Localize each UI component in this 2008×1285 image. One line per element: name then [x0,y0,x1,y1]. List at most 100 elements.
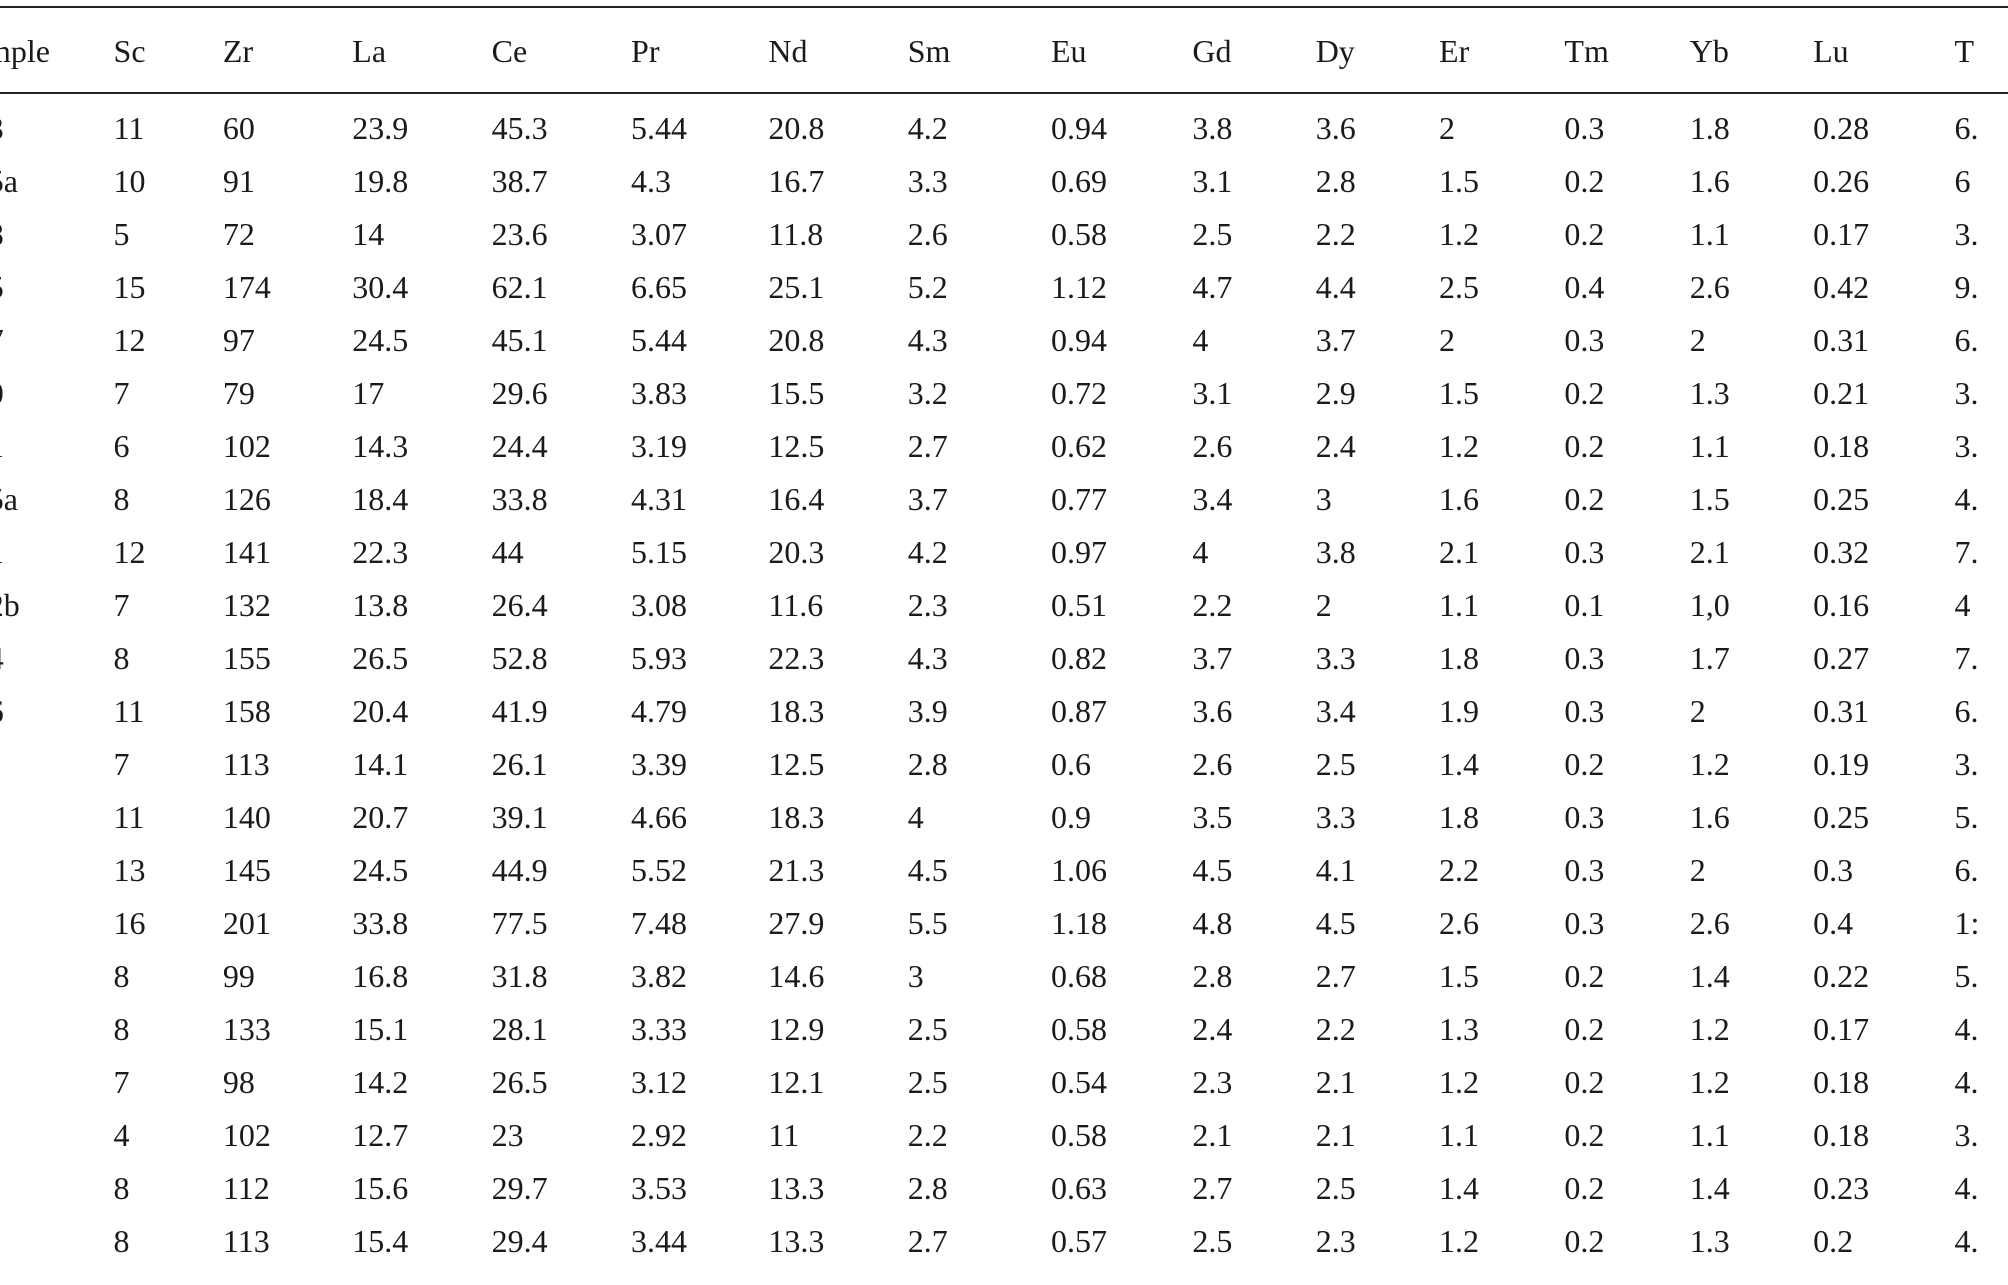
table-cell: 0.4 [1564,269,1605,305]
table-cell: 52.8 [491,640,548,676]
table-cell: 3.2 [907,375,948,411]
table-cell: 2.3 [1315,1223,1356,1259]
table-cell: 3.4 [1315,693,1356,729]
table-cell: 6.65 [631,269,688,305]
table-cell: 1.2 [1439,216,1480,252]
table-cell: 6. [1954,693,1979,729]
table-cell: 20.7 [352,799,409,835]
table-cell: 0.58 [1050,1117,1107,1153]
table-cell: 0.82 [1050,640,1107,676]
table-cell: S51 [0,420,114,473]
table-cell: 23.6 [491,216,548,252]
column-header: Eu [1050,32,1087,69]
table-cell: 0.2 [1564,216,1605,252]
table-body: S33116023.945.35.4420.84.20.943.83.620.3… [0,82,2008,1268]
table-row: 14 102 12.7 23 2.92 11 2.2 0.58 2.1 2.1 1.1 0.2 1.1 0… [0,1109,2008,1162]
table-cell: 4 [0,791,114,844]
table-cell: 2.7 [1315,958,1356,994]
table-cell: 0.3 [1564,905,1605,941]
table-cell: 0.58 [1050,216,1107,252]
table-cell: 1.8 [1689,110,1730,146]
table-cell: 17 [352,375,385,411]
table-cell: 4.7 [1192,269,1233,305]
table-cell: 0.77 [1050,481,1107,517]
column-header: Er [1439,32,1470,69]
table-cell: 14 [352,216,385,252]
table-cell: 18.3 [768,693,825,729]
table-cell: 3.6 [1192,693,1233,729]
table-cell: 0.1 [1564,587,1605,623]
table-cell: 2.92 [631,1117,688,1153]
table-cell: 0.94 [1050,110,1107,146]
table-cell: 4.79 [631,693,688,729]
table-cell: 11 [113,799,145,835]
table-cell: 0.94 [1050,322,1107,358]
table-cell: S45 [0,261,114,314]
table-cell: 2.6 [1192,746,1233,782]
table-cell: 97 [222,322,255,358]
table-cell: 2.6 [1689,905,1730,941]
table-cell: 1 [0,1109,114,1162]
table-cell: 102 [222,1117,271,1153]
table-row: S4712 97 24.5 45.1 5.44 20.8 4.3 0.94 4 3.7 2 0.3 2 0… [0,314,2008,367]
table-cell: 0.63 [1050,1170,1107,1206]
table-cell: 5. [1954,958,1979,994]
table-cell: 1.9 [1439,693,1480,729]
table-cell: 3.33 [631,1011,688,1047]
table-cell: 0.2 [1564,746,1605,782]
header-row: Sample Sc Zr La Ce Pr Nd Sm Eu Gd Dy Er Tm Yb Lu T [0,20,2008,82]
table-cell: 2 [1689,693,1706,729]
table-cell: 41.9 [491,693,548,729]
table-cell: 2 [1439,110,1456,146]
table-row: 147 98 14.2 26.5 3.12 12.1 2.5 0.54 2.3 2.1 1.2 0.2… [0,1056,2008,1109]
column-header: Nd [768,32,808,69]
table-cell: 4. [1954,1011,1979,1047]
table-cell: 79 [222,375,255,411]
table-cell: 26.4 [491,587,548,623]
table-cell: 133 [222,1011,271,1047]
table-row: S516 102 14.3 24.4 3.19 12.5 2.7 0.62 2.6 2.4 1.2 0… [0,420,2008,473]
table-cell: 2.5 [1315,1170,1356,1206]
table-cell: 1.12 [1050,269,1107,305]
table-cell: 132 [222,587,271,623]
top-rule [0,6,2008,8]
table-cell: 1.8 [1439,640,1480,676]
table-cell: 12.5 [768,746,825,782]
table-row: 38 112 15.6 29.7 3.53 13.3 2.8 0.63 2.7 2.5 1.4 0.2… [0,1162,2008,1215]
table-cell: 13 [113,852,146,888]
table-cell: 1.3 [1689,375,1730,411]
table-cell: 0.2 [1564,428,1605,464]
table-cell: 98 [222,1064,255,1100]
table-cell: 7 [113,587,130,623]
table-cell: 7 [113,1064,130,1100]
column-header: Tm [1564,32,1609,69]
table-cell: 19.8 [352,163,409,199]
table-cell: 0.72 [1050,375,1107,411]
table-cell: 3.39 [631,746,688,782]
table-cell: 2.5 [907,1064,948,1100]
table-cell: 3.9 [907,693,948,729]
table-cell: 3. [1954,216,1979,252]
table-cell: 26.5 [491,1064,548,1100]
table-cell: 44.9 [491,852,548,888]
table-cell: 3.19 [631,428,688,464]
table-cell: 8 [113,640,130,676]
table-row: 48 113 15.4 29.4 3.44 13.3 2.7 0.57 2.5 2.3 1.2 0.2… [0,1215,2008,1268]
table-cell: 1.4 [1689,958,1730,994]
table-cell: 14.6 [768,958,825,994]
table-cell: 30.4 [352,269,409,305]
table-cell: 3 [1315,481,1332,517]
table-cell: 12 [113,322,146,358]
table-cell: 2.4 [1315,428,1356,464]
table-cell: 2.9 [1315,375,1356,411]
column-header: T [1954,32,1975,69]
table-cell: 4.3 [907,640,948,676]
table-cell: 2.5 [1315,746,1356,782]
table-cell: 14.2 [352,1064,409,1100]
table-cell: 16 [113,905,146,941]
table-cell: 16.7 [768,163,825,199]
table-cell: 0.2 [1813,1223,1854,1259]
table-cell: 4 [1954,587,1971,623]
table-cell: 11 [113,693,145,729]
table-cell: 0.3 [1564,534,1605,570]
